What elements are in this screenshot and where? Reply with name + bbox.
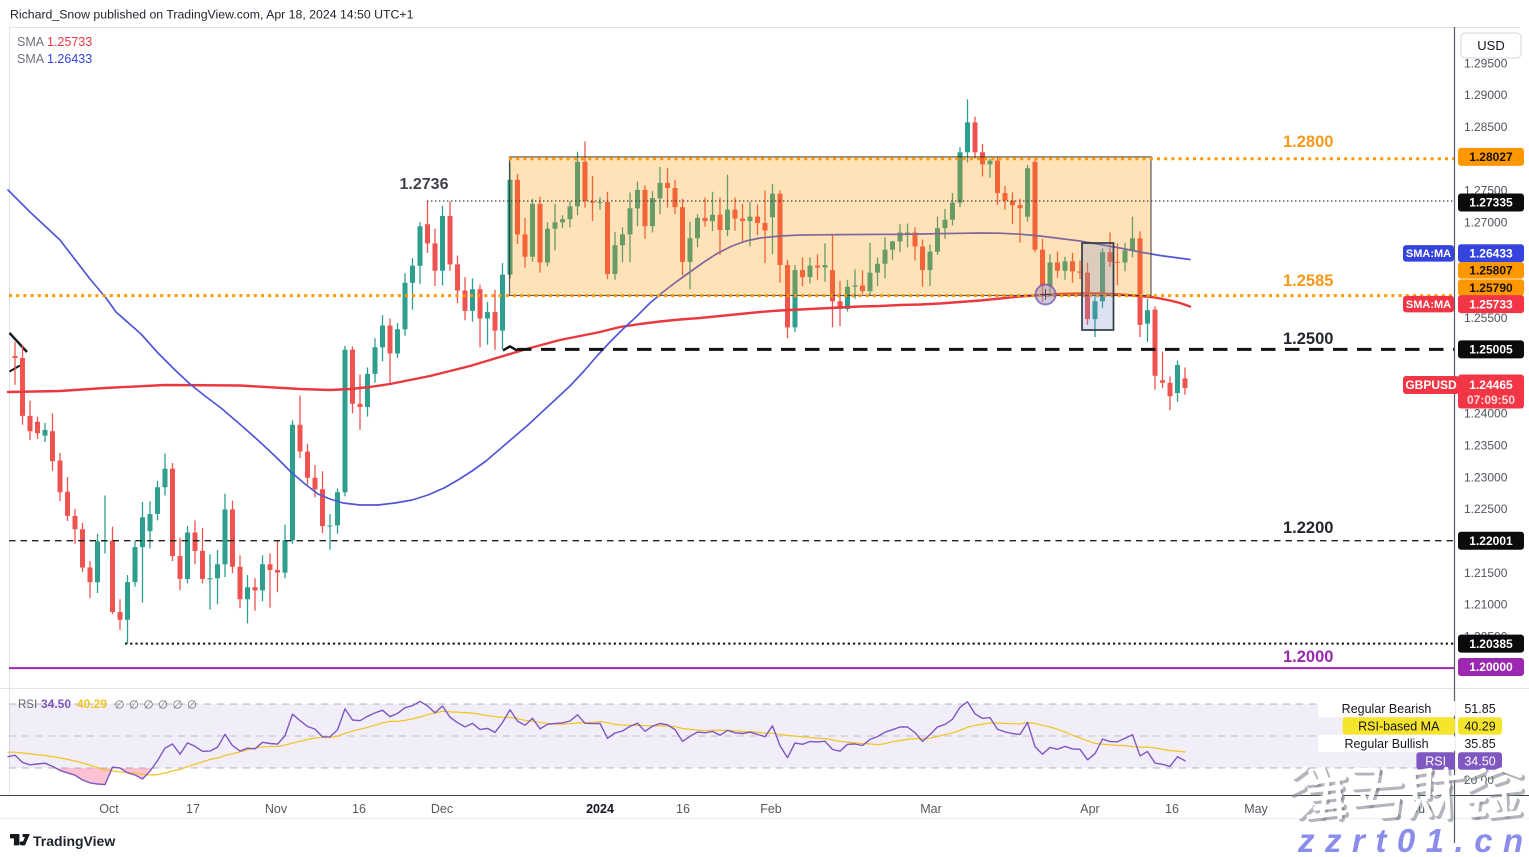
svg-text:Mar: Mar (920, 802, 942, 816)
svg-text:zzrt01.cn: zzrt01.cn (1297, 822, 1529, 857)
svg-text:Apr: Apr (1080, 802, 1099, 816)
svg-text:1.20000: 1.20000 (1469, 660, 1513, 674)
svg-text:1.20385: 1.20385 (1469, 637, 1513, 651)
svg-text:16: 16 (676, 802, 690, 816)
svg-text:Nov: Nov (265, 802, 288, 816)
svg-text:1.2200: 1.2200 (1283, 519, 1333, 537)
svg-text:1.2736: 1.2736 (400, 176, 449, 193)
svg-text:1.2500: 1.2500 (1283, 330, 1333, 348)
svg-text:40.29: 40.29 (77, 697, 107, 711)
svg-text:GBPUSD: GBPUSD (1405, 378, 1457, 392)
svg-text:07:09:50: 07:09:50 (1467, 393, 1515, 407)
svg-text:1.25500: 1.25500 (1464, 311, 1508, 325)
svg-text:1.24000: 1.24000 (1464, 407, 1508, 421)
svg-text:1.25005: 1.25005 (1469, 343, 1513, 357)
svg-text:1.26433: 1.26433 (47, 52, 92, 66)
svg-text:∅: ∅ (144, 700, 154, 712)
svg-text:∅: ∅ (158, 700, 168, 712)
svg-text:1.29500: 1.29500 (1464, 56, 1508, 70)
svg-text:Feb: Feb (760, 802, 782, 816)
svg-text:1.24465: 1.24465 (1469, 378, 1513, 392)
svg-text:Dec: Dec (431, 802, 453, 816)
svg-text:SMA: SMA (17, 35, 45, 49)
svg-text:1.23000: 1.23000 (1464, 470, 1508, 484)
svg-text:34.50: 34.50 (41, 697, 71, 711)
svg-text:∅: ∅ (115, 700, 125, 712)
svg-text:1.26433: 1.26433 (1469, 247, 1513, 261)
svg-text:1.2000: 1.2000 (1283, 648, 1333, 666)
svg-text:RSI: RSI (18, 699, 37, 711)
svg-text:1.21500: 1.21500 (1464, 566, 1508, 580)
svg-text:1.25807: 1.25807 (1469, 264, 1513, 278)
svg-text:1.25733: 1.25733 (47, 35, 92, 49)
svg-text:USD: USD (1477, 38, 1504, 53)
svg-text:TradingView: TradingView (33, 833, 115, 849)
svg-text:1.22001: 1.22001 (1469, 534, 1513, 548)
svg-text:1.21000: 1.21000 (1464, 598, 1508, 612)
svg-text:SMA:MA: SMA:MA (1406, 248, 1451, 260)
svg-text:1.27000: 1.27000 (1464, 216, 1508, 230)
svg-text:2024: 2024 (586, 802, 614, 816)
svg-text:1.22500: 1.22500 (1464, 502, 1508, 516)
svg-text:16: 16 (1165, 802, 1179, 816)
svg-text:Regular Bearish: Regular Bearish (1342, 702, 1432, 716)
svg-text:∅: ∅ (129, 700, 139, 712)
svg-text:∅: ∅ (173, 700, 183, 712)
svg-text:∅: ∅ (187, 700, 197, 712)
svg-text:Regular Bullish: Regular Bullish (1344, 737, 1428, 751)
svg-text:RSI-based MA: RSI-based MA (1358, 719, 1440, 733)
svg-text:34.50: 34.50 (1464, 754, 1495, 768)
svg-text:16: 16 (352, 802, 366, 816)
svg-text:1.28027: 1.28027 (1469, 150, 1513, 164)
svg-text:1.2800: 1.2800 (1283, 133, 1333, 151)
svg-text:17: 17 (186, 802, 200, 816)
svg-text:Oct: Oct (99, 802, 119, 816)
svg-text:40.29: 40.29 (1464, 719, 1495, 733)
svg-text:1.28500: 1.28500 (1464, 120, 1508, 134)
svg-text:1.27335: 1.27335 (1469, 196, 1513, 210)
svg-text:RSI: RSI (1425, 754, 1446, 768)
svg-text:35.85: 35.85 (1464, 737, 1495, 751)
svg-text:51.85: 51.85 (1464, 702, 1495, 716)
svg-text:1.2585: 1.2585 (1283, 272, 1333, 290)
svg-text:1.23500: 1.23500 (1464, 438, 1508, 452)
svg-text:1.29000: 1.29000 (1464, 88, 1508, 102)
svg-text:SMA: SMA (17, 52, 45, 66)
svg-text:May: May (1244, 802, 1268, 816)
svg-text:1.25733: 1.25733 (1469, 297, 1513, 311)
svg-text:SMA:MA: SMA:MA (1406, 299, 1451, 311)
svg-text:Richard_Snow published on Trad: Richard_Snow published on TradingView.co… (10, 8, 414, 22)
svg-text:1.25790: 1.25790 (1469, 281, 1513, 295)
